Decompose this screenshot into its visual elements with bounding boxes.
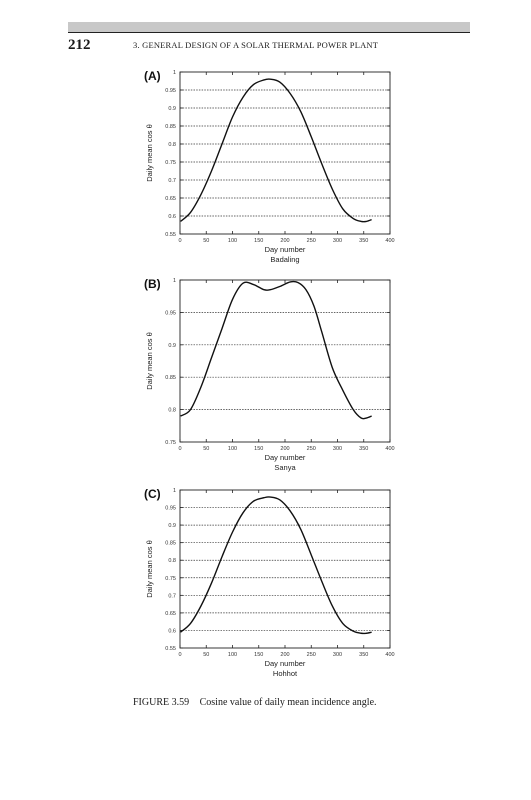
series-line <box>180 78 372 223</box>
panel-label: (A) <box>144 69 161 83</box>
y-tick-label: 0.7 <box>168 593 176 599</box>
plot-frame <box>179 279 391 443</box>
y-tick-label: 1 <box>173 278 176 284</box>
panel-label: (B) <box>144 277 161 291</box>
x-axis-label: Day number <box>265 453 306 462</box>
x-tick-label: 0 <box>178 446 181 452</box>
x-tick-label: 400 <box>385 238 394 244</box>
y-tick-label: 0.65 <box>165 196 176 202</box>
x-tick-label: 50 <box>203 238 209 244</box>
y-tick-label: 0.7 <box>168 178 176 184</box>
y-tick-label: 0.9 <box>168 343 176 349</box>
y-tick-label: 0.85 <box>165 375 176 381</box>
y-tick-label: 0.95 <box>165 310 176 316</box>
x-tick-label: 250 <box>307 446 316 452</box>
y-tick-label: 0.9 <box>168 523 176 529</box>
y-tick-label: 0.6 <box>168 628 176 634</box>
y-tick-label: 0.9 <box>168 106 176 112</box>
chart-title: Hohhot <box>273 669 298 678</box>
x-tick-label: 50 <box>203 446 209 452</box>
header-bar <box>68 22 470 32</box>
figure-caption: FIGURE 3.59 Cosine value of daily mean i… <box>133 697 377 708</box>
figure-caption-text: Cosine value of daily mean incidence ang… <box>199 697 377 708</box>
y-tick-label: 1 <box>173 488 176 494</box>
x-tick-label: 300 <box>333 446 342 452</box>
y-tick-label: 0.6 <box>168 214 176 220</box>
y-tick-label: 0.95 <box>165 506 176 512</box>
y-tick-label: 0.65 <box>165 611 176 617</box>
x-tick-label: 150 <box>254 446 263 452</box>
y-tick-label: 1 <box>173 70 176 76</box>
x-tick-label: 250 <box>307 652 316 658</box>
chart-title: Badaling <box>270 255 299 264</box>
series-line <box>180 280 372 420</box>
y-tick-label: 0.8 <box>168 558 176 564</box>
x-tick-label: 200 <box>280 446 289 452</box>
x-tick-label: 0 <box>178 238 181 244</box>
x-tick-label: 150 <box>254 652 263 658</box>
y-tick-label: 0.55 <box>165 646 176 652</box>
running-head: 3. GENERAL DESIGN OF A SOLAR THERMAL POW… <box>133 40 379 50</box>
x-axis-label: Day number <box>265 659 306 668</box>
x-tick-label: 50 <box>203 652 209 658</box>
header-rule <box>68 32 470 33</box>
y-axis-label: Daily mean cos θ <box>145 332 154 390</box>
y-tick-label: 0.95 <box>165 88 176 94</box>
chart-title: Sanya <box>274 463 296 472</box>
x-tick-label: 250 <box>307 238 316 244</box>
x-tick-label: 300 <box>333 238 342 244</box>
chart-badaling: (A) 0.55 0.6 0.65 0.7 0.75 0.8 0.85 0.9 0.95 1 0 50 1… <box>144 69 395 264</box>
y-tick-label: 0.75 <box>165 440 176 446</box>
x-tick-label: 100 <box>228 238 237 244</box>
x-tick-label: 350 <box>359 238 368 244</box>
x-tick-label: 400 <box>385 652 394 658</box>
x-tick-label: 200 <box>280 652 289 658</box>
y-axis-label: Daily mean cos θ <box>145 124 154 182</box>
y-tick-label: 0.8 <box>168 408 176 414</box>
x-tick-label: 200 <box>280 238 289 244</box>
chart-sanya: (B) 0.75 0.8 0.85 0.9 0.95 1 0 50 100 150 200 250 300… <box>144 277 395 472</box>
plot-frame <box>179 71 391 235</box>
page-number: 212 <box>68 37 91 53</box>
x-tick-label: 0 <box>178 652 181 658</box>
y-tick-label: 0.75 <box>165 160 176 166</box>
panel-label: (C) <box>144 487 161 501</box>
y-tick-label: 0.85 <box>165 124 176 130</box>
x-tick-label: 100 <box>228 446 237 452</box>
y-tick-label: 0.75 <box>165 576 176 582</box>
x-tick-label: 300 <box>333 652 342 658</box>
x-tick-label: 350 <box>359 652 368 658</box>
series-line <box>180 496 372 635</box>
y-tick-label: 0.55 <box>165 232 176 238</box>
chart-hohhot: (C) 0.55 0.6 0.65 0.7 0.75 0.8 0.85 0.9 0.95 1 0 50 1… <box>144 487 395 678</box>
y-tick-label: 0.85 <box>165 541 176 547</box>
y-axis-label: Daily mean cos θ <box>145 540 154 598</box>
plot-frame <box>179 489 391 649</box>
x-tick-label: 400 <box>385 446 394 452</box>
x-tick-label: 150 <box>254 238 263 244</box>
x-tick-label: 100 <box>228 652 237 658</box>
x-axis-label: Day number <box>265 245 306 254</box>
x-tick-label: 350 <box>359 446 368 452</box>
y-tick-label: 0.8 <box>168 142 176 148</box>
figure-caption-label: FIGURE 3.59 <box>133 697 190 708</box>
